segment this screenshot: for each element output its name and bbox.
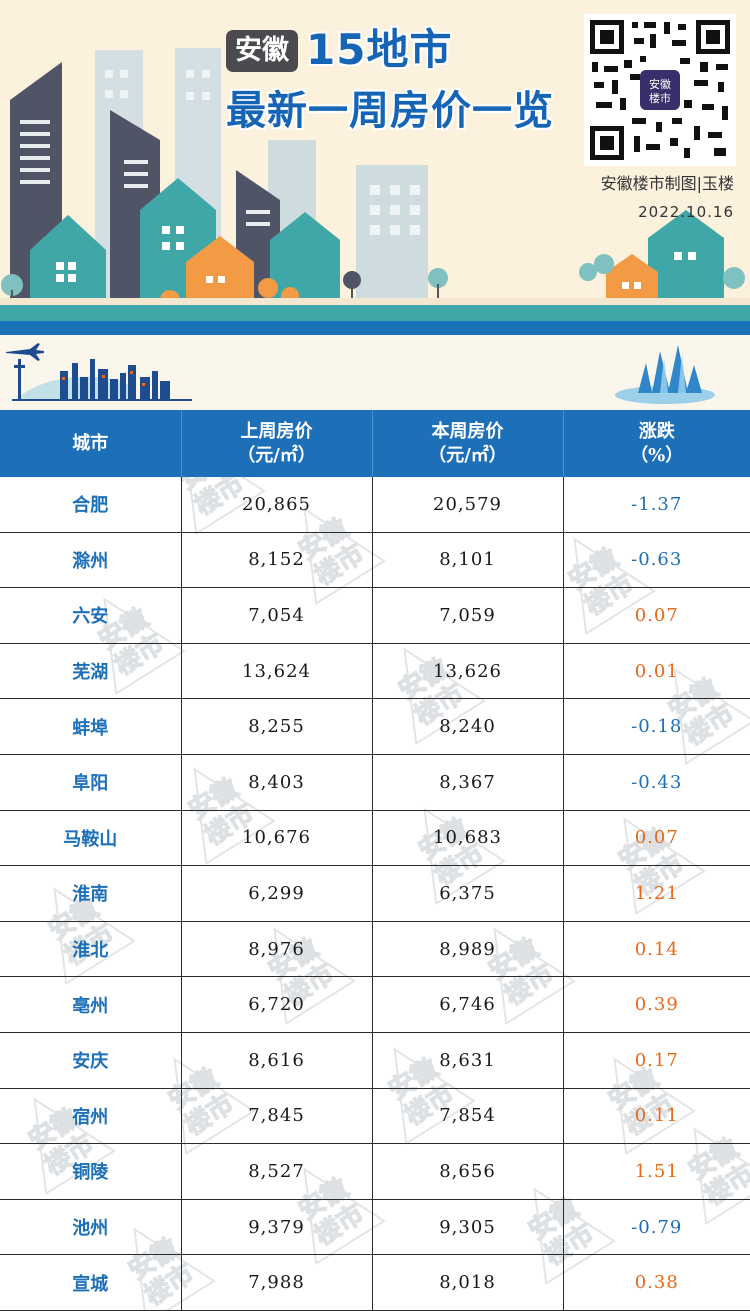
price-change-cell: 1.21	[563, 865, 750, 922]
city-cell: 淮南	[0, 865, 182, 922]
city-cell: 宣城	[0, 1254, 182, 1311]
price-change-cell: 0.39	[563, 976, 750, 1033]
this-week-price-cell: 8,101	[372, 532, 564, 589]
price-change-cell: -1.37	[563, 477, 750, 533]
credit-text: 安徽楼市制图|玉楼	[600, 174, 734, 193]
table-row: 合肥 20,865 20,579 -1.37	[0, 477, 750, 533]
price-change-cell: 0.01	[563, 643, 750, 700]
table-row: 铜陵 8,527 8,656 1.51	[0, 1143, 750, 1200]
this-week-price-cell: 8,367	[372, 754, 564, 811]
last-week-price-cell: 8,976	[181, 921, 373, 978]
this-week-price-cell: 8,989	[372, 921, 564, 978]
city-cell: 芜湖	[0, 643, 182, 700]
table-row: 马鞍山 10,676 10,683 0.07	[0, 810, 750, 867]
last-week-price-cell: 20,865	[181, 477, 373, 533]
this-week-price-cell: 10,683	[372, 810, 564, 867]
city-cell: 安庆	[0, 1032, 182, 1089]
column-header-change: 涨跌 （%）	[563, 410, 750, 477]
last-week-price-cell: 7,988	[181, 1254, 373, 1311]
price-change-cell: 0.07	[563, 810, 750, 867]
city-cell: 蚌埠	[0, 698, 182, 755]
last-week-price-cell: 13,624	[181, 643, 373, 700]
table-row: 池州 9,379 9,305 -0.79	[0, 1199, 750, 1256]
city-cell: 马鞍山	[0, 810, 182, 867]
header-banner: 安徽 15地市 最新一周房价一览	[0, 0, 750, 335]
city-cell: 滁州	[0, 532, 182, 589]
publish-date: 2022.10.16	[638, 203, 734, 221]
this-week-price-cell: 6,746	[372, 976, 564, 1033]
this-week-price-cell: 8,631	[372, 1032, 564, 1089]
last-week-price-cell: 8,527	[181, 1143, 373, 1200]
table-row: 亳州 6,720 6,746 0.39	[0, 976, 750, 1033]
price-change-cell: 1.51	[563, 1143, 750, 1200]
this-week-price-cell: 6,375	[372, 865, 564, 922]
table-row: 淮南 6,299 6,375 1.21	[0, 865, 750, 922]
house-price-table: 城市 上周房价 （元/㎡） 本周房价 （元/㎡） 涨跌 （%） 合肥 20,865…	[0, 410, 750, 1311]
table-row: 蚌埠 8,255 8,240 -0.18	[0, 698, 750, 755]
province-badge: 安徽	[226, 30, 298, 72]
this-week-price-cell: 20,579	[372, 477, 564, 533]
last-week-price-cell: 7,845	[181, 1088, 373, 1145]
svg-text:楼市: 楼市	[649, 91, 671, 105]
last-week-price-cell: 8,616	[181, 1032, 373, 1089]
table-row: 淮北 8,976 8,989 0.14	[0, 921, 750, 978]
table-row: 滁州 8,152 8,101 -0.63	[0, 532, 750, 589]
table-row: 安庆 8,616 8,631 0.17	[0, 1032, 750, 1089]
price-change-cell: 0.38	[563, 1254, 750, 1311]
city-cell: 池州	[0, 1199, 182, 1256]
decorative-strip	[0, 335, 750, 410]
city-cell: 亳州	[0, 976, 182, 1033]
table-row: 六安 7,054 7,059 0.07	[0, 587, 750, 644]
column-header-this-week: 本周房价 （元/㎡）	[372, 410, 564, 477]
last-week-price-cell: 9,379	[181, 1199, 373, 1256]
price-change-cell: -0.43	[563, 754, 750, 811]
table-row: 宿州 7,845 7,854 0.11	[0, 1088, 750, 1145]
city-cell: 阜阳	[0, 754, 182, 811]
svg-text:安徽: 安徽	[649, 77, 671, 91]
price-change-cell: 0.07	[563, 587, 750, 644]
price-change-cell: 0.11	[563, 1088, 750, 1145]
table-row: 芜湖 13,624 13,626 0.01	[0, 643, 750, 700]
price-change-cell: -0.18	[563, 698, 750, 755]
table-row: 宣城 7,988 8,018 0.38	[0, 1254, 750, 1311]
price-change-cell: -0.63	[563, 532, 750, 589]
table-row: 阜阳 8,403 8,367 -0.43	[0, 754, 750, 811]
last-week-price-cell: 8,255	[181, 698, 373, 755]
this-week-price-cell: 9,305	[372, 1199, 564, 1256]
last-week-price-cell: 8,403	[181, 754, 373, 811]
column-header-last-week: 上周房价 （元/㎡）	[181, 410, 373, 477]
city-cell: 铜陵	[0, 1143, 182, 1200]
this-week-price-cell: 13,626	[372, 643, 564, 700]
road-stripe-blue	[0, 321, 750, 335]
price-change-cell: -0.79	[563, 1199, 750, 1256]
last-week-price-cell: 7,054	[181, 587, 373, 644]
this-week-price-cell: 7,059	[372, 587, 564, 644]
this-week-price-cell: 8,656	[372, 1143, 564, 1200]
mini-skyline-icon	[6, 343, 715, 404]
title-line-1: 15地市	[306, 25, 453, 74]
this-week-price-cell: 8,240	[372, 698, 564, 755]
qr-code-icon[interactable]: 安徽 楼市	[584, 14, 736, 166]
city-cell: 六安	[0, 587, 182, 644]
table-header-row: 城市 上周房价 （元/㎡） 本周房价 （元/㎡） 涨跌 （%）	[0, 410, 750, 477]
price-change-cell: 0.17	[563, 1032, 750, 1089]
city-cell: 淮北	[0, 921, 182, 978]
last-week-price-cell: 6,720	[181, 976, 373, 1033]
column-header-city: 城市	[0, 410, 182, 477]
last-week-price-cell: 8,152	[181, 532, 373, 589]
road-stripe	[0, 305, 750, 321]
price-table-container: 安徽楼市安徽楼市安徽楼市安徽楼市安徽楼市安徽楼市安徽楼市安徽楼市安徽楼市安徽楼市…	[0, 410, 750, 1311]
price-change-cell: 0.14	[563, 921, 750, 978]
last-week-price-cell: 10,676	[181, 810, 373, 867]
title-line-2: 最新一周房价一览	[226, 88, 554, 134]
city-cell: 宿州	[0, 1088, 182, 1145]
this-week-price-cell: 7,854	[372, 1088, 564, 1145]
city-cell: 合肥	[0, 477, 182, 533]
last-week-price-cell: 6,299	[181, 865, 373, 922]
this-week-price-cell: 8,018	[372, 1254, 564, 1311]
city-skyline-illustration	[0, 48, 750, 310]
